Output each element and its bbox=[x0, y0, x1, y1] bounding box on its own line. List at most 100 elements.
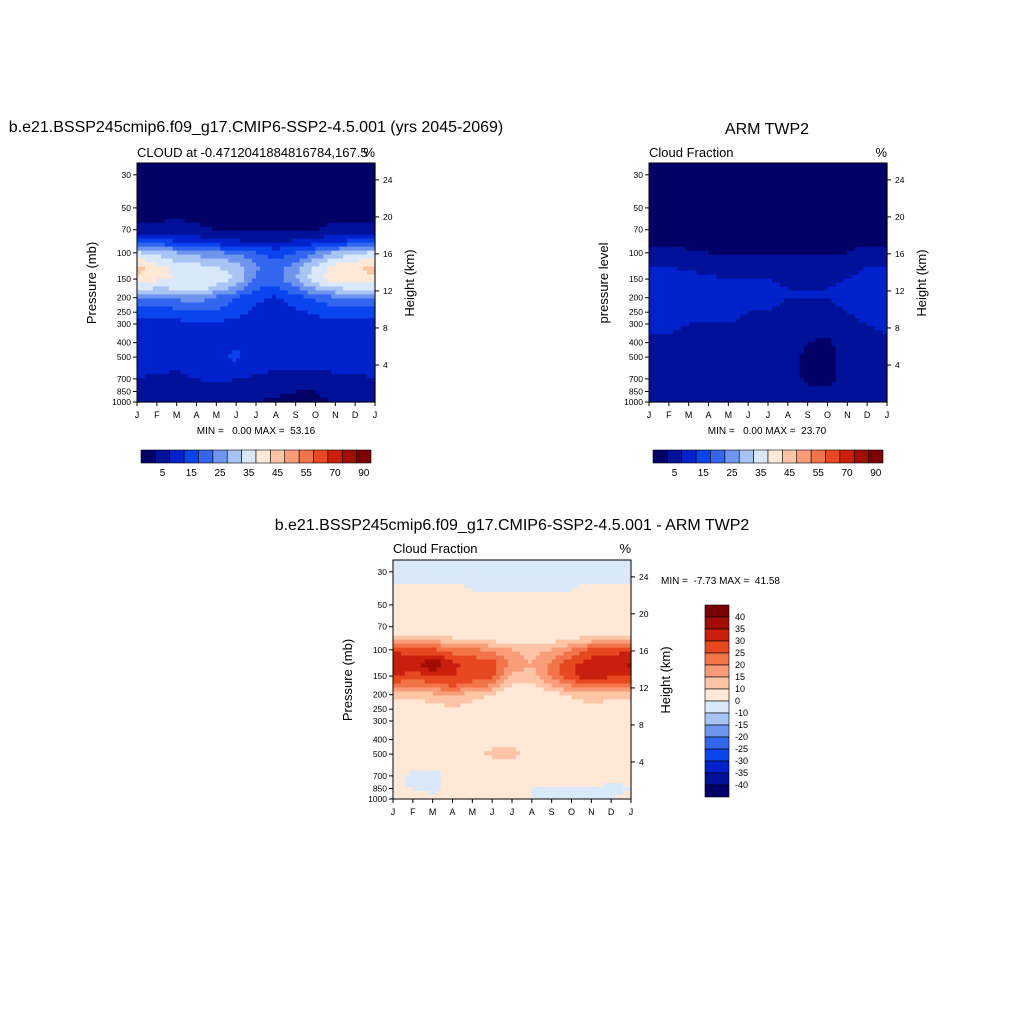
contour-cell bbox=[287, 194, 293, 200]
contour-cell bbox=[144, 190, 150, 196]
contour-cell bbox=[256, 398, 261, 403]
contour-cell bbox=[787, 190, 793, 196]
contour-cell bbox=[140, 330, 146, 335]
contour-cell bbox=[287, 254, 293, 260]
contour-cell bbox=[287, 362, 293, 367]
contour-cell bbox=[152, 374, 158, 379]
contour-cell bbox=[212, 346, 217, 351]
contour-cell bbox=[684, 194, 690, 200]
contour-cell bbox=[823, 182, 829, 188]
contour-cell bbox=[649, 218, 654, 224]
contour-cell bbox=[347, 202, 352, 208]
contour-cell bbox=[236, 202, 241, 208]
contour-cell bbox=[287, 394, 293, 399]
contour-cell bbox=[263, 398, 269, 403]
contour-cell bbox=[224, 178, 229, 184]
contour-cell bbox=[244, 194, 249, 200]
colorbar-swatch bbox=[241, 449, 257, 464]
contour-cell bbox=[137, 334, 142, 339]
contour-cell bbox=[716, 246, 721, 252]
contour-cell bbox=[168, 290, 174, 296]
contour-cell bbox=[184, 242, 190, 248]
contour-cell bbox=[192, 314, 198, 319]
contour-cell bbox=[704, 202, 710, 208]
contour-cell bbox=[764, 166, 769, 172]
contour-cell bbox=[351, 198, 356, 204]
contour-cell bbox=[252, 310, 257, 315]
contour-cell bbox=[355, 346, 360, 351]
contour-cell bbox=[192, 178, 198, 184]
contour-cell bbox=[164, 166, 170, 172]
contour-cell bbox=[363, 250, 368, 256]
contour-cell bbox=[244, 190, 249, 196]
contour-cell bbox=[787, 230, 793, 236]
contour-cell bbox=[712, 226, 718, 232]
contour-cell bbox=[240, 174, 245, 180]
contour-cell bbox=[299, 398, 305, 403]
contour-cell bbox=[307, 230, 313, 236]
contour-cell bbox=[256, 246, 261, 252]
contour-cell bbox=[283, 342, 289, 347]
contour-cell bbox=[688, 246, 694, 252]
contour-cell bbox=[855, 230, 860, 236]
contour-cell bbox=[212, 214, 217, 220]
contour-cell bbox=[295, 230, 301, 236]
contour-cell bbox=[299, 338, 305, 343]
y-tick-label: 850 bbox=[117, 386, 131, 396]
contour-cell bbox=[200, 386, 206, 391]
contour-cell bbox=[355, 214, 360, 220]
contour-cell bbox=[188, 370, 194, 375]
contour-cell bbox=[137, 326, 142, 331]
contour-cell bbox=[216, 182, 221, 188]
contour-cell bbox=[160, 210, 166, 216]
contour-cell bbox=[355, 250, 360, 256]
contour-cell bbox=[271, 174, 277, 180]
contour-cell bbox=[240, 318, 245, 323]
contour-cell bbox=[152, 326, 158, 331]
contour-cell bbox=[156, 330, 162, 335]
contour-cell bbox=[859, 190, 864, 196]
contour-cell bbox=[220, 250, 225, 256]
contour-cell bbox=[371, 338, 376, 343]
contour-cell bbox=[807, 242, 813, 248]
contour-cell bbox=[160, 170, 166, 176]
contour-cell bbox=[768, 206, 773, 212]
contour-cell bbox=[283, 174, 289, 180]
contour-cell bbox=[660, 178, 666, 184]
contour-cell bbox=[152, 234, 158, 240]
contour-cell bbox=[299, 178, 305, 184]
contour-cell bbox=[160, 234, 166, 240]
contour-cell bbox=[144, 290, 150, 296]
contour-cell bbox=[172, 166, 178, 172]
contour-cell bbox=[311, 194, 317, 200]
contour-cell bbox=[164, 222, 170, 228]
contour-cell bbox=[137, 178, 142, 184]
contour-cell bbox=[712, 242, 718, 248]
contour-cell bbox=[327, 370, 332, 375]
contour-cell bbox=[228, 298, 233, 304]
contour-cell bbox=[855, 206, 860, 212]
contour-cell bbox=[279, 206, 285, 212]
contour-cell bbox=[704, 198, 710, 204]
contour-cell bbox=[307, 218, 313, 224]
contour-cell bbox=[732, 166, 737, 172]
contour-cell bbox=[140, 310, 146, 315]
contour-cell bbox=[204, 362, 209, 367]
contour-cell bbox=[204, 390, 209, 395]
contour-cell bbox=[756, 166, 761, 172]
contour-cell bbox=[327, 186, 332, 192]
contour-cell bbox=[196, 274, 202, 280]
contour-cell bbox=[883, 194, 888, 200]
contour-cell bbox=[851, 206, 856, 212]
contour-cell bbox=[295, 386, 301, 391]
contour-cell bbox=[140, 350, 146, 355]
contour-cell bbox=[220, 166, 225, 172]
contour-cell bbox=[200, 334, 206, 339]
contour-cell bbox=[303, 294, 309, 300]
contour-cell bbox=[692, 190, 698, 196]
contour-cell bbox=[371, 194, 376, 200]
contour-cell bbox=[140, 186, 146, 192]
contour-cell bbox=[224, 170, 229, 176]
contour-cell bbox=[140, 282, 146, 288]
contour-cell bbox=[252, 258, 257, 264]
